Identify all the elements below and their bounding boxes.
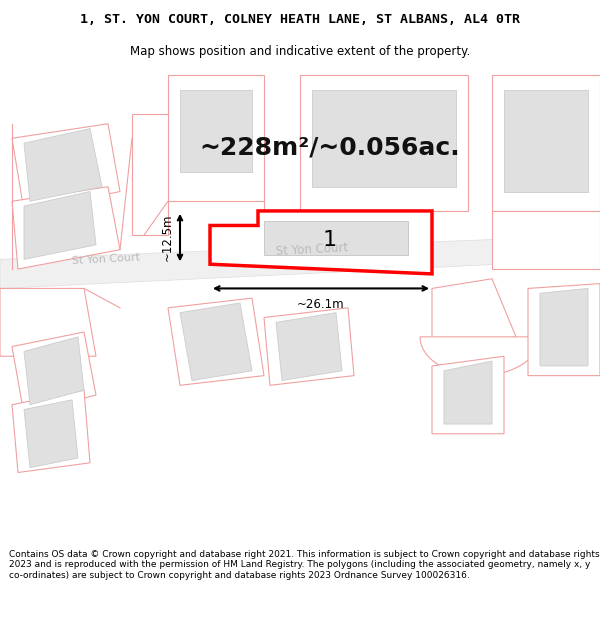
Polygon shape bbox=[504, 90, 588, 191]
Polygon shape bbox=[24, 400, 78, 468]
Polygon shape bbox=[180, 90, 252, 172]
Text: St Yon Court: St Yon Court bbox=[72, 253, 140, 266]
Polygon shape bbox=[444, 361, 492, 424]
Polygon shape bbox=[210, 211, 432, 274]
Polygon shape bbox=[168, 298, 264, 385]
Polygon shape bbox=[492, 75, 600, 211]
Text: St Yon Court: St Yon Court bbox=[275, 241, 349, 258]
Polygon shape bbox=[540, 289, 588, 366]
Polygon shape bbox=[12, 390, 90, 472]
Polygon shape bbox=[312, 90, 456, 187]
Polygon shape bbox=[420, 337, 540, 376]
Polygon shape bbox=[0, 235, 600, 289]
Polygon shape bbox=[276, 312, 342, 381]
Text: 1, ST. YON COURT, COLNEY HEATH LANE, ST ALBANS, AL4 0TR: 1, ST. YON COURT, COLNEY HEATH LANE, ST … bbox=[80, 13, 520, 26]
Polygon shape bbox=[24, 129, 102, 201]
Polygon shape bbox=[168, 75, 264, 201]
Polygon shape bbox=[432, 356, 504, 434]
Polygon shape bbox=[24, 337, 84, 405]
Polygon shape bbox=[492, 211, 600, 269]
Text: ~12.5m: ~12.5m bbox=[161, 214, 174, 261]
Polygon shape bbox=[264, 221, 408, 254]
Polygon shape bbox=[12, 187, 120, 269]
Polygon shape bbox=[180, 303, 252, 381]
Polygon shape bbox=[528, 284, 600, 376]
Polygon shape bbox=[12, 124, 120, 211]
Polygon shape bbox=[24, 191, 96, 259]
Polygon shape bbox=[264, 308, 354, 385]
Polygon shape bbox=[12, 332, 96, 414]
Text: Contains OS data © Crown copyright and database right 2021. This information is : Contains OS data © Crown copyright and d… bbox=[9, 550, 599, 580]
Polygon shape bbox=[432, 279, 516, 346]
Text: Map shows position and indicative extent of the property.: Map shows position and indicative extent… bbox=[130, 45, 470, 58]
Polygon shape bbox=[300, 75, 468, 211]
Text: ~228m²/~0.056ac.: ~228m²/~0.056ac. bbox=[200, 136, 460, 160]
Polygon shape bbox=[0, 289, 96, 356]
Text: 1: 1 bbox=[323, 230, 337, 250]
Text: ~26.1m: ~26.1m bbox=[297, 298, 345, 311]
Polygon shape bbox=[132, 114, 168, 235]
